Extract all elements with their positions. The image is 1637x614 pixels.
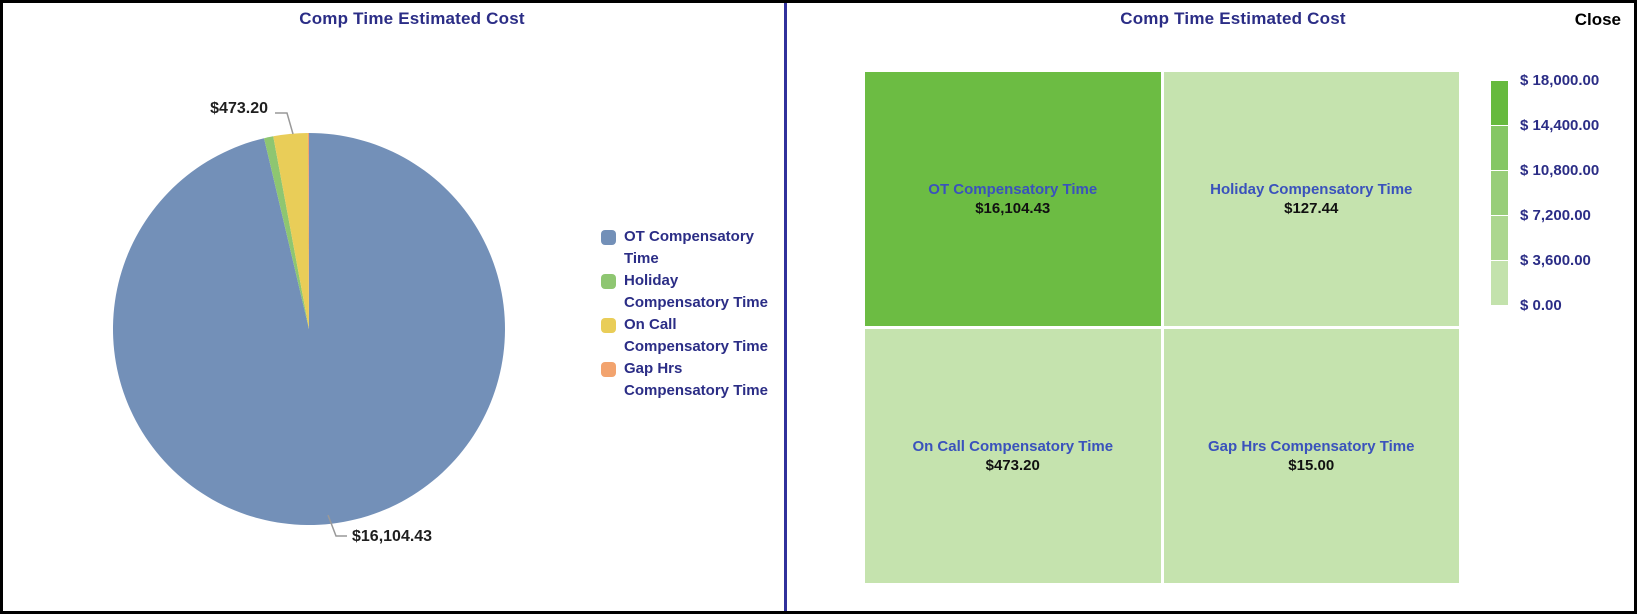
heatmap-cell-ot: OT Compensatory Time $16,104.43 [865, 72, 1161, 326]
legend-label-ot: OT Compensatory Time [624, 228, 755, 267]
legend-item-holiday: Holiday Compensatory Time [601, 270, 771, 314]
heatmap-cell-gap-hrs-name: Gap Hrs Compensatory Time [1208, 437, 1415, 455]
color-scale-segment-3 [1491, 171, 1508, 215]
callout-leader-bottom [327, 514, 347, 537]
heatmap-cell-gap-hrs-value: $15.00 [1288, 456, 1335, 474]
legend-swatch-gap-hrs [601, 362, 616, 377]
heatmap-chart-title: Comp Time Estimated Cost [1120, 9, 1346, 28]
pie-chart-title: Comp Time Estimated Cost [299, 9, 525, 28]
pie-label-ot-value: $16,104.43 [352, 528, 433, 545]
pie-legend: OT Compensatory Time Holiday Compensator… [601, 226, 771, 402]
panel-divider [784, 3, 787, 611]
heatmap-cell-ot-value: $16,104.43 [975, 199, 1051, 217]
heatmap-cell-holiday-name: Holiday Compensatory Time [1210, 180, 1413, 198]
color-scale-segment-5 [1491, 261, 1508, 305]
pie-slice-0 [112, 133, 505, 525]
scale-tick-10800: $ 10,800.00 [1520, 162, 1600, 179]
legend-label-on-call: On Call Compensatory Time [624, 316, 768, 355]
close-button[interactable]: Close [1574, 10, 1621, 29]
legend-label-holiday: Holiday Compensatory Time [624, 272, 768, 311]
legend-swatch-holiday [601, 274, 616, 289]
color-scale-bar [1491, 81, 1508, 306]
legend-swatch-ot [601, 230, 616, 245]
pie-slice-3 [307, 132, 309, 329]
color-scale-segment-4 [1491, 216, 1508, 260]
legend-label-gap-hrs: Gap Hrs Compensatory Time [624, 360, 768, 399]
heatmap-cell-holiday: Holiday Compensatory Time $127.44 [1163, 72, 1459, 326]
scale-tick-3600: $ 3,600.00 [1520, 252, 1591, 269]
heatmap-cell-on-call-name: On Call Compensatory Time [912, 437, 1114, 455]
heatmap-cell-holiday-value: $127.44 [1284, 199, 1339, 217]
callout-leader-top [275, 112, 294, 135]
heatmap-cell-on-call-value: $473.20 [985, 456, 1040, 474]
heatmap-cell-on-call: On Call Compensatory Time $473.20 [865, 329, 1161, 583]
color-scale-segment-2 [1491, 126, 1508, 170]
legend-swatch-on-call [601, 318, 616, 333]
pie-slices [112, 132, 505, 525]
legend-item-ot: OT Compensatory Time [601, 226, 771, 270]
legend-item-gap-hrs: Gap Hrs Compensatory Time [601, 358, 771, 402]
scale-tick-0: $ 0.00 [1520, 297, 1562, 314]
pie-slice-1 [264, 136, 309, 329]
scale-tick-18000: $ 18,000.00 [1520, 72, 1600, 89]
scale-tick-7200: $ 7,200.00 [1520, 207, 1591, 224]
legend-item-on-call: On Call Compensatory Time [601, 314, 771, 358]
heatmap-cell-ot-name: OT Compensatory Time [928, 180, 1098, 198]
color-scale-segment-1 [1491, 81, 1508, 125]
pie-chart [112, 112, 505, 537]
pie-slice-2 [273, 133, 309, 329]
heatmap-grid: OT Compensatory Time $16,104.43 Holiday … [865, 72, 1459, 583]
heatmap-cell-gap-hrs: Gap Hrs Compensatory Time $15.00 [1163, 329, 1459, 583]
pie-label-on-call-value: $473.20 [210, 100, 268, 117]
scale-tick-14400: $ 14,400.00 [1520, 117, 1600, 134]
